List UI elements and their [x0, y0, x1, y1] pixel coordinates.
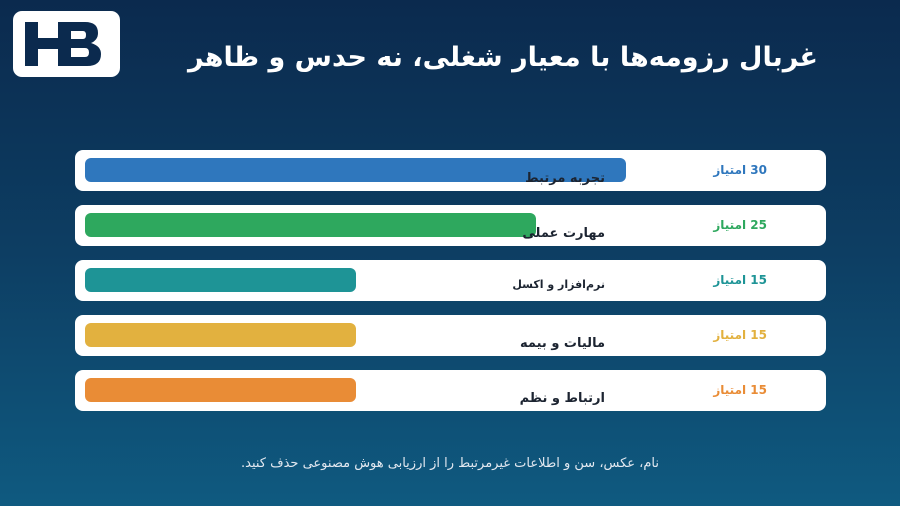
score-label: 15 امتیاز: [713, 273, 767, 287]
footnote: نام، عکس، سن و اطلاعات غیرمرتبط را از ار…: [241, 456, 659, 471]
category-label: نرم‌افزار و اکسل: [512, 278, 605, 291]
category-label: مالیات و بیمه: [520, 336, 605, 351]
score-label: 15 امتیاز: [713, 383, 767, 397]
chart-row: تجربه مرتبط 30 امتیاز: [75, 150, 826, 191]
score-bar-chart: تجربه مرتبط 30 امتیاز مهارت عملی 25 امتیاز ن…: [75, 150, 826, 425]
chart-bar: [85, 323, 356, 347]
chart-row: ارتباط و نظم 15 امتیاز: [75, 370, 826, 411]
chart-bar: [85, 268, 356, 292]
chart-bar: [85, 158, 626, 182]
score-label: 25 امتیاز: [713, 218, 767, 232]
hb-logo-mark: [25, 22, 101, 66]
chart-row: مهارت عملی 25 امتیاز: [75, 205, 826, 246]
page-title: غربال رزومه‌ها با معیار شغلی، نه حدس و ظ…: [188, 42, 818, 73]
category-label: تجربه مرتبط: [525, 171, 605, 186]
chart-bar: [85, 213, 536, 237]
category-label: مهارت عملی: [522, 226, 605, 241]
chart-bar: [85, 378, 356, 402]
score-label: 30 امتیاز: [713, 163, 767, 177]
chart-row: نرم‌افزار و اکسل 15 امتیاز: [75, 260, 826, 301]
chart-row: مالیات و بیمه 15 امتیاز: [75, 315, 826, 356]
logo: [13, 11, 120, 77]
score-label: 15 امتیاز: [713, 328, 767, 342]
category-label: ارتباط و نظم: [519, 391, 605, 406]
